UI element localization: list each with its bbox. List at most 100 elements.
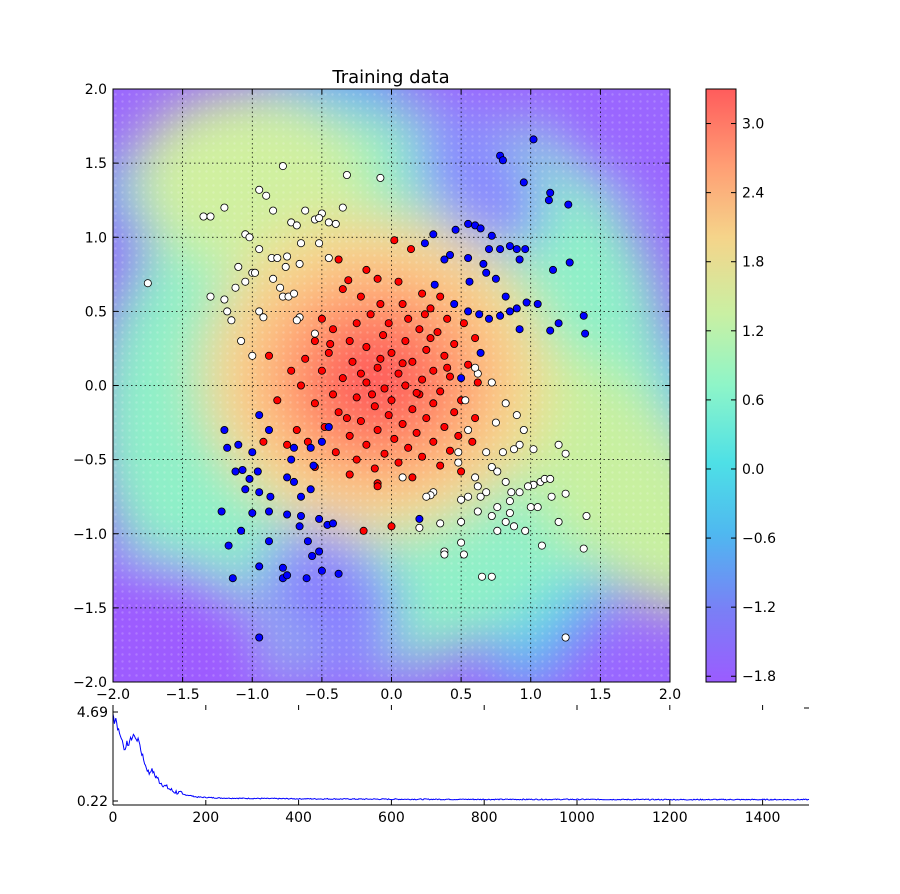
scatter-point bbox=[436, 292, 445, 301]
scatter-point bbox=[526, 503, 535, 512]
scatter-point bbox=[367, 390, 376, 399]
scatter-point bbox=[387, 348, 396, 357]
scatter-point bbox=[408, 473, 417, 482]
scatter-point bbox=[509, 522, 518, 531]
scatter-point bbox=[544, 196, 553, 205]
scatter-point bbox=[248, 508, 257, 517]
scatter-point bbox=[362, 265, 371, 274]
scatter-point bbox=[473, 482, 482, 491]
scatter-point bbox=[387, 396, 396, 405]
scatter-point bbox=[217, 507, 226, 516]
scatter-point bbox=[273, 396, 282, 405]
scatter-point bbox=[283, 473, 292, 482]
scatter-point bbox=[505, 307, 514, 316]
scatter-point bbox=[373, 425, 382, 434]
scatter-point bbox=[241, 485, 250, 494]
scatter-point bbox=[315, 547, 324, 556]
colorbar-tick-label: 0.6 bbox=[742, 393, 764, 409]
scatter-point bbox=[464, 253, 473, 262]
scatter-point bbox=[283, 252, 292, 261]
scatter-point bbox=[581, 329, 590, 338]
scatter-point bbox=[328, 325, 337, 334]
scatter-point bbox=[406, 245, 415, 254]
loss-x-tick-label: 200 bbox=[192, 810, 219, 826]
scatter-point bbox=[344, 276, 353, 285]
scatter-point bbox=[338, 285, 347, 294]
scatter-point bbox=[334, 255, 343, 264]
scatter-point bbox=[276, 283, 285, 292]
scatter-point bbox=[561, 489, 570, 498]
y-tick-label: 1.0 bbox=[85, 230, 107, 246]
scatter-point bbox=[328, 519, 337, 528]
scatter-point bbox=[420, 310, 429, 319]
scatter-point bbox=[493, 467, 502, 476]
scatter-point bbox=[450, 408, 459, 417]
scatter-point bbox=[255, 488, 264, 497]
scatter-point bbox=[415, 523, 424, 532]
scatter-point bbox=[292, 425, 301, 434]
loss-line bbox=[112, 713, 810, 801]
scatter-point bbox=[356, 292, 365, 301]
scatter-point bbox=[473, 507, 482, 516]
scatter-point bbox=[464, 425, 473, 434]
scatter-point bbox=[278, 563, 287, 572]
scatter-point bbox=[415, 325, 424, 334]
scatter-point bbox=[465, 277, 474, 286]
scatter-point bbox=[420, 239, 429, 248]
scatter-point bbox=[394, 458, 403, 467]
scatter-point bbox=[554, 517, 563, 526]
scatter-point bbox=[501, 399, 510, 408]
scatter-point bbox=[422, 345, 431, 354]
x-tick-label: 1.0 bbox=[520, 687, 542, 703]
scatter-point bbox=[220, 203, 229, 212]
scatter-point bbox=[493, 503, 502, 512]
scatter-point bbox=[457, 517, 466, 526]
scatter-point bbox=[273, 253, 282, 262]
scatter-point bbox=[283, 510, 292, 519]
scatter-point bbox=[253, 467, 262, 476]
colorbar-tick-label: 1.2 bbox=[742, 324, 764, 340]
scatter-point bbox=[436, 461, 445, 470]
scatter-point bbox=[451, 225, 460, 234]
scatter-point bbox=[296, 239, 305, 248]
scatter-point bbox=[464, 307, 473, 316]
scatter-point bbox=[564, 200, 573, 209]
scatter-point bbox=[269, 274, 278, 283]
scatter-point bbox=[310, 329, 319, 338]
loss-x-tick-label: 1400 bbox=[745, 810, 781, 826]
scatter-point bbox=[404, 314, 413, 323]
loss-x-tick-label: 1200 bbox=[652, 810, 688, 826]
scatter-point bbox=[476, 348, 485, 357]
scatter-point bbox=[266, 492, 275, 501]
scatter-point bbox=[509, 445, 518, 454]
scatter-point bbox=[310, 336, 319, 345]
scatter-point bbox=[512, 411, 521, 420]
scatter-point bbox=[471, 334, 480, 343]
loss-y-ticks: 4.69 0.22 bbox=[77, 705, 118, 810]
scatter-point bbox=[450, 299, 459, 308]
scatter-point bbox=[348, 357, 357, 366]
scatter-point bbox=[296, 492, 305, 501]
scatter-point bbox=[345, 431, 354, 440]
scatter-point bbox=[445, 446, 454, 455]
scatter-point bbox=[507, 488, 516, 497]
scatter-point bbox=[289, 477, 298, 486]
scatter-point bbox=[238, 465, 247, 474]
scatter-point bbox=[404, 443, 413, 452]
scatter-point bbox=[487, 462, 496, 471]
scatter-point bbox=[234, 262, 243, 271]
scatter-point bbox=[418, 375, 427, 384]
colorbar-ticks: 3.0 2.4 1.8 1.2 0.6 0.0 −0.6 −1.2 −1.8 bbox=[706, 117, 776, 685]
scatter-point bbox=[269, 206, 278, 215]
y-tick-label: −1.0 bbox=[73, 527, 107, 543]
scatter-point bbox=[464, 492, 473, 501]
scatter-point bbox=[376, 299, 385, 308]
scatter-point bbox=[373, 363, 382, 372]
scatter-point bbox=[310, 399, 319, 408]
colorbar-gradient bbox=[705, 88, 737, 683]
scatter-point bbox=[287, 366, 296, 375]
scatter-point bbox=[380, 384, 389, 393]
scatter-point bbox=[457, 495, 466, 504]
scatter-point bbox=[482, 268, 491, 277]
